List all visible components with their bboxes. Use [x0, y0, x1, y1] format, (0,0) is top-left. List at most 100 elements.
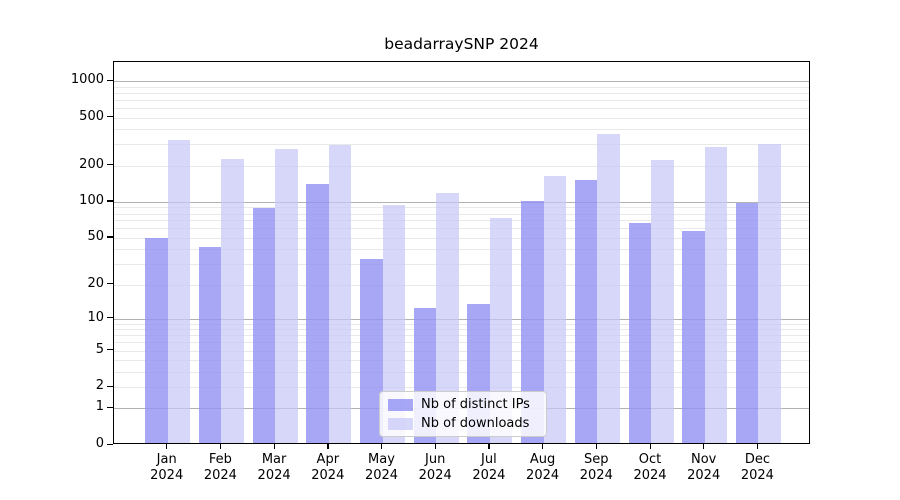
bar-nb-of-downloads	[275, 149, 298, 443]
bar-nb-of-downloads	[382, 205, 405, 443]
bar-nb-of-distinct-ips	[145, 237, 168, 443]
legend-label-distinct-ips: Nb of distinct IPs	[421, 397, 530, 412]
x-axis-tick-label: May 2024	[364, 452, 399, 483]
x-axis-tick	[434, 444, 436, 449]
legend-label-downloads: Nb of downloads	[421, 416, 530, 431]
x-axis-tick	[327, 444, 329, 449]
gridline-minor	[114, 129, 809, 131]
gridline-minor	[114, 220, 809, 222]
bar-nb-of-distinct-ips	[682, 230, 705, 443]
bar-nb-of-downloads	[758, 144, 781, 443]
y-axis-tick-label: 500	[79, 108, 104, 124]
gridline-major	[114, 318, 809, 320]
y-axis-tick-label: 100	[79, 192, 104, 208]
y-axis-tick-label: 50	[87, 228, 104, 244]
x-axis-tick	[595, 444, 598, 449]
gridline-minor	[114, 144, 809, 146]
x-axis-tick	[542, 444, 544, 449]
x-axis-tick-label: Sep 2024	[579, 452, 613, 483]
gridline-minor	[114, 329, 809, 331]
x-axis-tick	[703, 444, 705, 449]
legend-item-downloads: Nb of downloads	[388, 416, 538, 431]
gridline-minor	[114, 213, 809, 215]
bar-nb-of-distinct-ips	[306, 183, 329, 443]
x-axis-tick-label: Jan 2024	[150, 452, 184, 483]
bar-nb-of-downloads	[328, 145, 352, 443]
y-axis-tick-label: 200	[79, 156, 104, 172]
x-axis-tick	[488, 444, 490, 449]
plot-area	[113, 61, 810, 444]
y-axis-tick	[107, 164, 113, 166]
y-axis-tick-label: 1	[95, 399, 104, 415]
gridline-minor	[114, 350, 809, 352]
gridline-minor	[114, 107, 809, 109]
x-axis-tick-label: Nov 2024	[687, 452, 721, 483]
gridline-minor	[114, 360, 809, 362]
legend-item-distinct-ips: Nb of distinct IPs	[388, 397, 538, 412]
y-axis-tick-label: 2	[95, 378, 104, 394]
bar-nb-of-distinct-ips	[628, 223, 651, 443]
gridline-minor	[114, 323, 809, 325]
x-axis-tick-label: Jun 2024	[418, 452, 452, 483]
chart-title: beadarraySNP 2024	[384, 35, 539, 53]
y-axis-tick	[107, 283, 113, 285]
gridline-minor	[114, 387, 809, 389]
gridline-minor	[114, 165, 809, 167]
x-axis-tick-label: Dec 2024	[740, 452, 774, 483]
bar-nb-of-downloads	[597, 134, 620, 443]
y-axis-tick	[107, 116, 113, 118]
gridline-minor	[114, 371, 809, 373]
y-axis-tick	[107, 317, 113, 319]
x-axis-tick	[166, 444, 168, 449]
bar-nb-of-distinct-ips	[198, 247, 222, 443]
legend-swatch-downloads	[388, 417, 413, 430]
gridline-major	[114, 81, 809, 83]
y-axis-tick	[107, 443, 113, 445]
gridline-minor	[114, 335, 809, 337]
y-axis-tick	[107, 236, 113, 238]
gridline-minor	[114, 342, 809, 344]
gridline-minor	[114, 237, 809, 239]
x-axis-tick	[219, 444, 222, 449]
y-axis-tick	[107, 385, 113, 387]
gridline-minor	[114, 86, 809, 88]
bar-nb-of-downloads	[436, 193, 459, 443]
x-axis-tick-label: Oct 2024	[633, 452, 667, 483]
bar-nb-of-distinct-ips	[574, 179, 598, 443]
gridline-minor	[114, 92, 809, 94]
bar-nb-of-downloads	[704, 146, 728, 443]
gridline-minor	[114, 117, 809, 119]
gridline-minor	[114, 99, 809, 101]
bar-nb-of-downloads	[651, 160, 674, 443]
x-axis-tick-label: Feb 2024	[203, 452, 237, 483]
x-axis-tick-label: Apr 2024	[311, 452, 345, 483]
x-axis-tick	[273, 444, 275, 449]
x-axis-tick-label: Mar 2024	[257, 452, 291, 483]
y-axis-tick	[107, 349, 113, 351]
legend-swatch-distinct-ips	[388, 398, 413, 411]
y-axis-tick-label: 1000	[70, 72, 104, 88]
y-axis-tick-label: 5	[95, 341, 104, 357]
x-axis-tick	[756, 444, 759, 449]
bar-nb-of-downloads	[543, 175, 567, 443]
bar-nb-of-downloads	[489, 218, 513, 443]
legend: Nb of distinct IPs Nb of downloads	[379, 391, 547, 437]
y-axis-tick	[107, 406, 113, 409]
y-axis-tick	[107, 79, 113, 81]
gridline-minor	[114, 228, 809, 230]
y-axis-tick-label: 0	[95, 436, 104, 451]
bar-nb-of-downloads	[167, 139, 191, 443]
bar-nb-of-downloads	[221, 158, 244, 443]
gridline-minor	[114, 264, 809, 266]
bar-nb-of-distinct-ips	[252, 208, 276, 443]
bar-nb-of-distinct-ips	[521, 201, 544, 443]
x-axis-tick-label: Aug 2024	[526, 452, 560, 483]
x-axis-tick	[649, 444, 651, 449]
gridline-minor	[114, 249, 809, 251]
x-axis-tick-label: Jul 2024	[472, 452, 506, 483]
bar-nb-of-distinct-ips	[735, 202, 759, 443]
gridline-major	[114, 201, 809, 203]
y-axis-tick	[107, 200, 113, 202]
gridline-minor	[114, 284, 809, 286]
